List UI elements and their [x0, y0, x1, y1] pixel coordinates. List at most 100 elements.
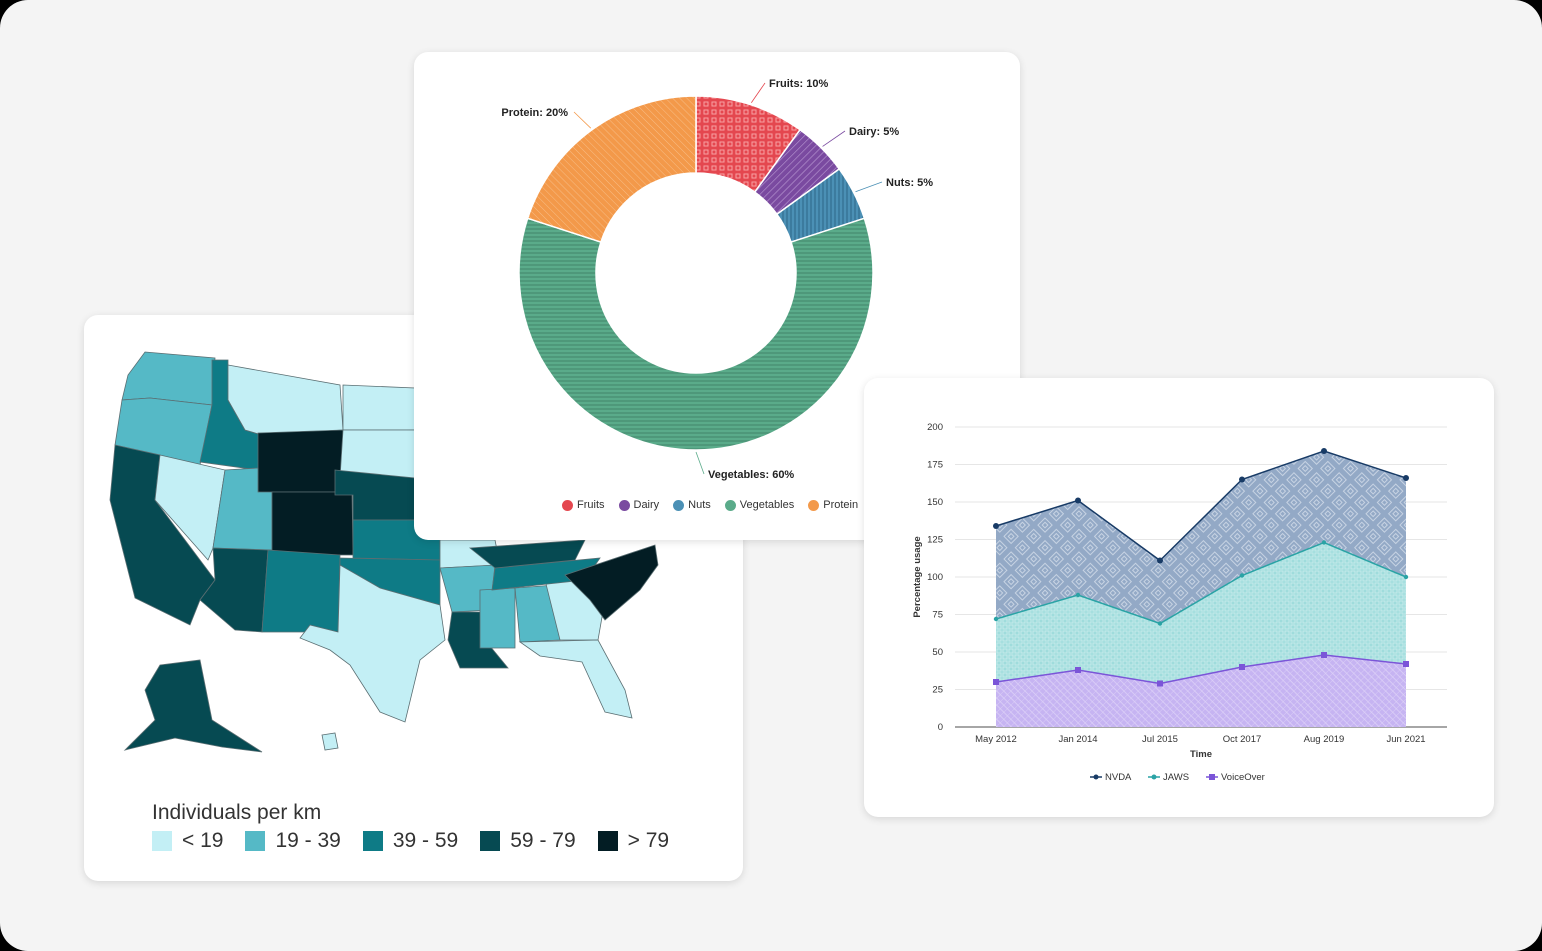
point-jaws: [1075, 592, 1081, 598]
donut-legend-item[interactable]: Vegetables: [724, 499, 795, 511]
line-jaws: [995, 541, 1407, 625]
legend-swatch: [152, 831, 172, 851]
state-az: [199, 547, 269, 633]
donut-legend-item[interactable]: Dairy: [618, 499, 660, 511]
legend-swatch: [480, 831, 501, 851]
map-legend-title: Individuals per km: [152, 801, 322, 824]
area-jaws: [996, 542, 1406, 684]
legend-marker: [618, 499, 630, 511]
leader-line: [822, 130, 846, 147]
donut-chart: Fruits: 10% Dairy: 5% Nuts: 5% Vegetables: …: [501, 78, 933, 481]
x-tick-label: Aug 2019: [1304, 734, 1345, 745]
legend-label: Fruits: [577, 499, 605, 511]
y-tick-label: 75: [932, 610, 943, 621]
legend-marker: [1209, 774, 1215, 780]
leader-line: [695, 451, 705, 475]
data-label: Nuts: 5%: [886, 177, 933, 189]
leader-line: [750, 82, 766, 103]
leader-line: [573, 111, 592, 129]
map-legend-item: 59 - 79: [480, 829, 576, 853]
state-nm: [261, 549, 341, 633]
state-ms: [479, 587, 516, 649]
donut-legend-item[interactable]: Nuts: [673, 499, 711, 511]
data-label: Dairy: 5%: [849, 126, 899, 138]
state-hi: [321, 732, 339, 751]
point-nvda: [1403, 475, 1409, 481]
leader-line: [855, 181, 883, 193]
legend-label[interactable]: VoiceOver: [1221, 772, 1265, 783]
legend-swatch: [362, 831, 383, 851]
legend-label: 59 - 79: [510, 829, 576, 852]
point-voiceover: [1075, 667, 1081, 673]
donut-legend-item[interactable]: Protein: [808, 499, 858, 511]
x-tick-label: May 2012: [975, 734, 1017, 745]
point-voiceover: [1239, 664, 1245, 670]
legend-marker: [1151, 774, 1157, 780]
state-nd: [342, 384, 416, 431]
y-tick-label: 175: [927, 460, 943, 471]
y-tick-label: 100: [927, 572, 943, 583]
point-jaws: [1321, 540, 1327, 545]
map-legend-item: 39 - 59: [362, 829, 459, 853]
state-nv: [154, 454, 226, 561]
donut-legend: Fruits Dairy Nuts Vegetables Protein: [562, 499, 858, 511]
legend-label[interactable]: JAWS: [1163, 772, 1189, 783]
point-jaws: [1239, 573, 1245, 578]
point-voiceover: [1321, 652, 1327, 658]
legend-label[interactable]: NVDA: [1105, 772, 1132, 783]
y-tick-label: 200: [927, 422, 943, 433]
donut-slice-protein: [526, 95, 697, 244]
legend-label: < 19: [182, 829, 224, 852]
y-tick-label: 25: [932, 685, 943, 696]
legend-marker: [808, 499, 820, 511]
point-jaws: [1403, 574, 1409, 580]
line-voiceover: [995, 654, 1407, 685]
x-tick-label: Jun 2021: [1386, 734, 1425, 745]
legend-marker: [673, 499, 685, 511]
x-tick-label: Jan 2014: [1058, 734, 1097, 745]
state-co: [271, 491, 354, 556]
data-label: Fruits: 10%: [769, 78, 829, 90]
state-ky: [468, 539, 586, 569]
legend-label: Protein: [823, 499, 859, 511]
legend-label: 39 - 59: [392, 829, 459, 852]
state-mt: [227, 364, 344, 436]
donut-slice-vegetables: [518, 217, 874, 451]
y-axis-title: Percentage usage: [912, 536, 923, 617]
area-nvda: [996, 451, 1406, 624]
x-tick-label: Oct 2017: [1223, 734, 1262, 745]
data-label: Protein: 20%: [501, 107, 568, 119]
donut-legend-item[interactable]: Fruits: [562, 499, 605, 511]
point-nvda: [1157, 557, 1163, 564]
area-chart-card: 0 25 50 75 100 125 150 175 200 May 2012 Jan 2014 Ju…: [864, 378, 1494, 817]
legend-marker: [562, 499, 573, 511]
line-nvda: [995, 450, 1407, 562]
legend-label: > 79: [627, 829, 670, 852]
point-voiceover: [1157, 680, 1163, 687]
point-jaws: [1157, 621, 1163, 626]
state-ak: [123, 659, 263, 753]
x-tick-label: Jul 2015: [1142, 734, 1178, 745]
point-nvda: [1239, 476, 1245, 483]
y-tick-label: 150: [927, 497, 943, 508]
stacked-area-chart: 0 25 50 75 100 125 150 175 200 May 2012 Jan 2014 Ju…: [912, 422, 1447, 783]
state-wa: [121, 351, 216, 406]
x-axis-title: Time: [1190, 749, 1212, 760]
legend-label: Dairy: [633, 499, 660, 511]
us-map: [109, 351, 659, 753]
y-tick-label: 125: [927, 535, 943, 546]
legend-marker: [1093, 774, 1099, 780]
legend-swatch: [245, 831, 266, 851]
point-nvda: [1321, 448, 1327, 454]
state-wy: [257, 429, 346, 496]
map-legend-item: 19 - 39: [245, 829, 341, 853]
legend-marker: [724, 499, 736, 511]
legend-label: Vegetables: [739, 499, 795, 511]
legend-swatch: [597, 831, 618, 851]
state-nc: [564, 544, 659, 621]
point-voiceover: [1403, 661, 1409, 667]
y-tick-label: 0: [938, 722, 943, 733]
state-tx: [299, 564, 446, 723]
state-fl: [518, 639, 633, 719]
